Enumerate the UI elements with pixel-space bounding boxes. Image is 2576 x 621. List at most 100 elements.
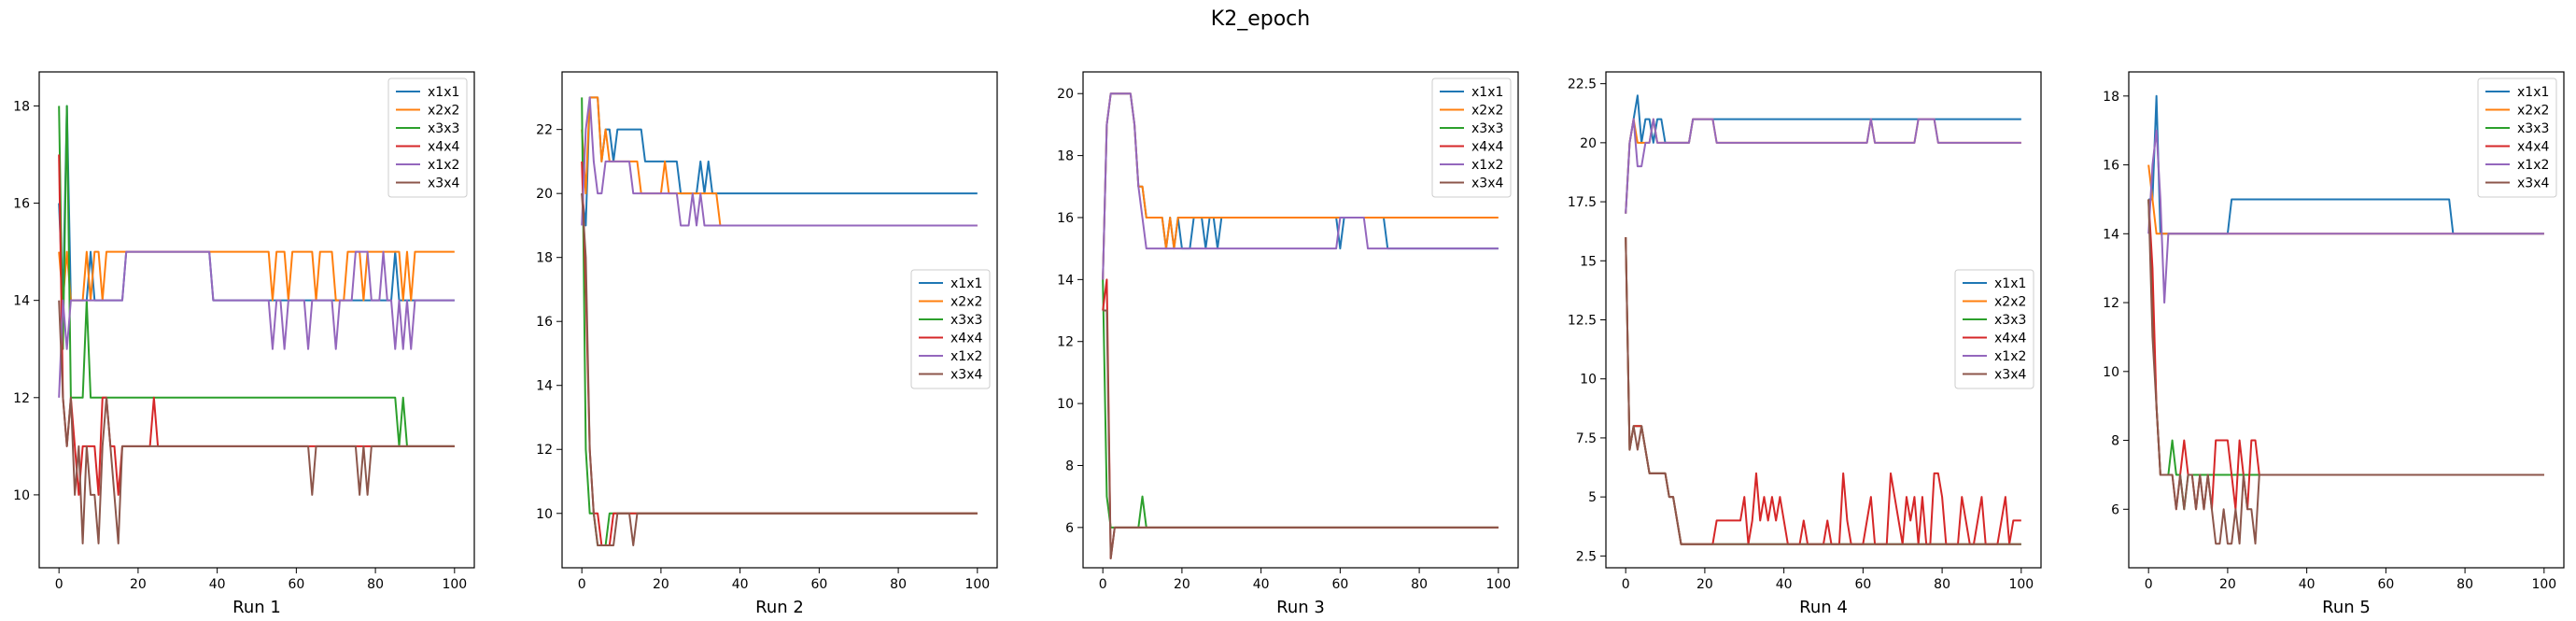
x-axis-label: Run 2 (755, 598, 804, 617)
x-tick-label: 60 (810, 577, 827, 592)
series-line-x1x2 (58, 250, 455, 398)
y-tick-label: 8 (1065, 459, 1074, 473)
series-line-x1x2 (2147, 129, 2544, 304)
y-tick-label: 12 (2103, 296, 2119, 311)
legend: x1x1 x2x2 x3x3 x4x4 x1x2 x3x4 (1431, 78, 1512, 198)
series-line-x1x2 (1102, 92, 1499, 280)
y-tick-label: 14 (536, 379, 553, 394)
legend-label-x3x4: x3x4 (2517, 176, 2549, 191)
legend: x1x1 x2x2 x3x3 x4x4 x1x2 x3x4 (910, 269, 991, 389)
y-tick-label: 15 (1580, 254, 1597, 269)
y-tick-label: 7.5 (1576, 431, 1597, 446)
legend: x1x1 x2x2 x3x3 x4x4 x1x2 x3x4 (2477, 78, 2557, 198)
y-tick-label: 18 (2103, 90, 2119, 105)
y-tick-label: 16 (1057, 211, 1074, 226)
y-tick-label: 14 (13, 294, 30, 309)
y-tick-label: 16 (2103, 159, 2119, 174)
y-tick-label: 12.5 (1568, 314, 1597, 329)
x-axis-label: Run 4 (1799, 598, 1848, 617)
legend-label-x4x4: x4x4 (428, 140, 459, 155)
x-axis-label: Run 3 (1276, 598, 1325, 617)
x-tick-label: 40 (1253, 577, 1270, 592)
axes-frame (38, 71, 475, 569)
legend-label-x3x3: x3x3 (950, 313, 982, 328)
legend-box (387, 78, 468, 198)
y-tick-label: 12 (536, 443, 553, 458)
x-tick-label: 40 (209, 577, 226, 592)
x-tick-label: 0 (2145, 577, 2153, 592)
y-tick-label: 22.5 (1568, 78, 1597, 92)
legend-label-x4x4: x4x4 (1471, 140, 1503, 155)
y-tick-label: 10 (1580, 373, 1597, 388)
legend-label-x2x2: x2x2 (950, 295, 982, 310)
x-tick-label: 100 (2531, 577, 2556, 592)
x-tick-label: 60 (1854, 577, 1871, 592)
y-tick-label: 20 (536, 187, 553, 202)
x-axis-label: Run 5 (2322, 598, 2371, 617)
x-tick-label: 0 (1622, 577, 1630, 592)
subplot-5: 0 20 40 60 80 100 6 8 10 12 14 16 18 Run 5 x1x1 x2x2 x3x… (2103, 71, 2565, 617)
y-tick-label: 10 (13, 488, 30, 503)
y-tick-label: 20 (1580, 136, 1597, 151)
y-tick-label: 16 (536, 315, 553, 330)
legend: x1x1 x2x2 x3x3 x4x4 x1x2 x3x4 (1954, 269, 2034, 389)
legend-label-x2x2: x2x2 (428, 104, 459, 119)
series-line-x3x4 (2147, 199, 2544, 545)
x-tick-label: 100 (1485, 577, 1511, 592)
x-tick-label: 20 (1174, 577, 1190, 592)
x-tick-label: 40 (1776, 577, 1793, 592)
legend-box (2477, 78, 2557, 198)
legend-label-x3x4: x3x4 (1994, 368, 2026, 383)
legend-box (910, 269, 991, 389)
x-tick-label: 60 (1331, 577, 1348, 592)
y-tick-label: 22 (536, 123, 553, 138)
y-tick-label: 14 (2103, 227, 2119, 242)
legend-label-x2x2: x2x2 (1471, 104, 1503, 119)
series-line-x3x4 (1103, 309, 1499, 560)
y-tick-label: 16 (13, 197, 30, 212)
y-tick-label: 10 (2103, 365, 2119, 380)
y-tick-label: 17.5 (1568, 195, 1597, 210)
x-tick-label: 80 (367, 577, 384, 592)
series-line-x3x4 (581, 193, 978, 547)
y-tick-label: 6 (1065, 521, 1074, 536)
series-line-x1x2 (581, 96, 978, 227)
series-line-x3x4 (58, 300, 455, 544)
y-tick-label: 10 (1057, 397, 1074, 412)
legend-label-x1x1: x1x1 (950, 276, 982, 291)
legend-label-x3x3: x3x3 (1471, 121, 1503, 136)
x-tick-label: 80 (1934, 577, 1950, 592)
x-tick-label: 80 (2456, 577, 2473, 592)
legend-label-x1x1: x1x1 (1471, 85, 1503, 100)
legend-label-x1x1: x1x1 (428, 85, 459, 100)
y-tick-label: 18 (536, 251, 553, 266)
x-tick-label: 0 (1099, 577, 1107, 592)
legend-label-x1x1: x1x1 (1994, 276, 2026, 291)
series-line-x2x2 (58, 250, 455, 302)
x-tick-label: 100 (442, 577, 467, 592)
axes-frame (561, 71, 998, 569)
x-tick-label: 60 (288, 577, 304, 592)
x-tick-label: 80 (1411, 577, 1428, 592)
axes-frame (1082, 71, 1519, 569)
x-tick-label: 60 (2377, 577, 2394, 592)
axes-frame (2128, 71, 2565, 569)
x-tick-label: 20 (1696, 577, 1713, 592)
legend-label-x1x2: x1x2 (950, 349, 982, 364)
y-tick-label: 18 (1057, 149, 1074, 164)
y-tick-label: 2.5 (1576, 549, 1597, 564)
legend-box (1954, 269, 2034, 389)
y-tick-label: 5 (1588, 490, 1597, 505)
x-tick-label: 80 (890, 577, 907, 592)
x-axis-label: Run 1 (232, 598, 281, 617)
legend-label-x1x2: x1x2 (2517, 158, 2549, 173)
legend-label-x1x2: x1x2 (1994, 349, 2026, 364)
y-tick-label: 12 (1057, 335, 1074, 350)
series-line-x3x3 (58, 105, 455, 447)
y-tick-label: 8 (2111, 434, 2119, 449)
